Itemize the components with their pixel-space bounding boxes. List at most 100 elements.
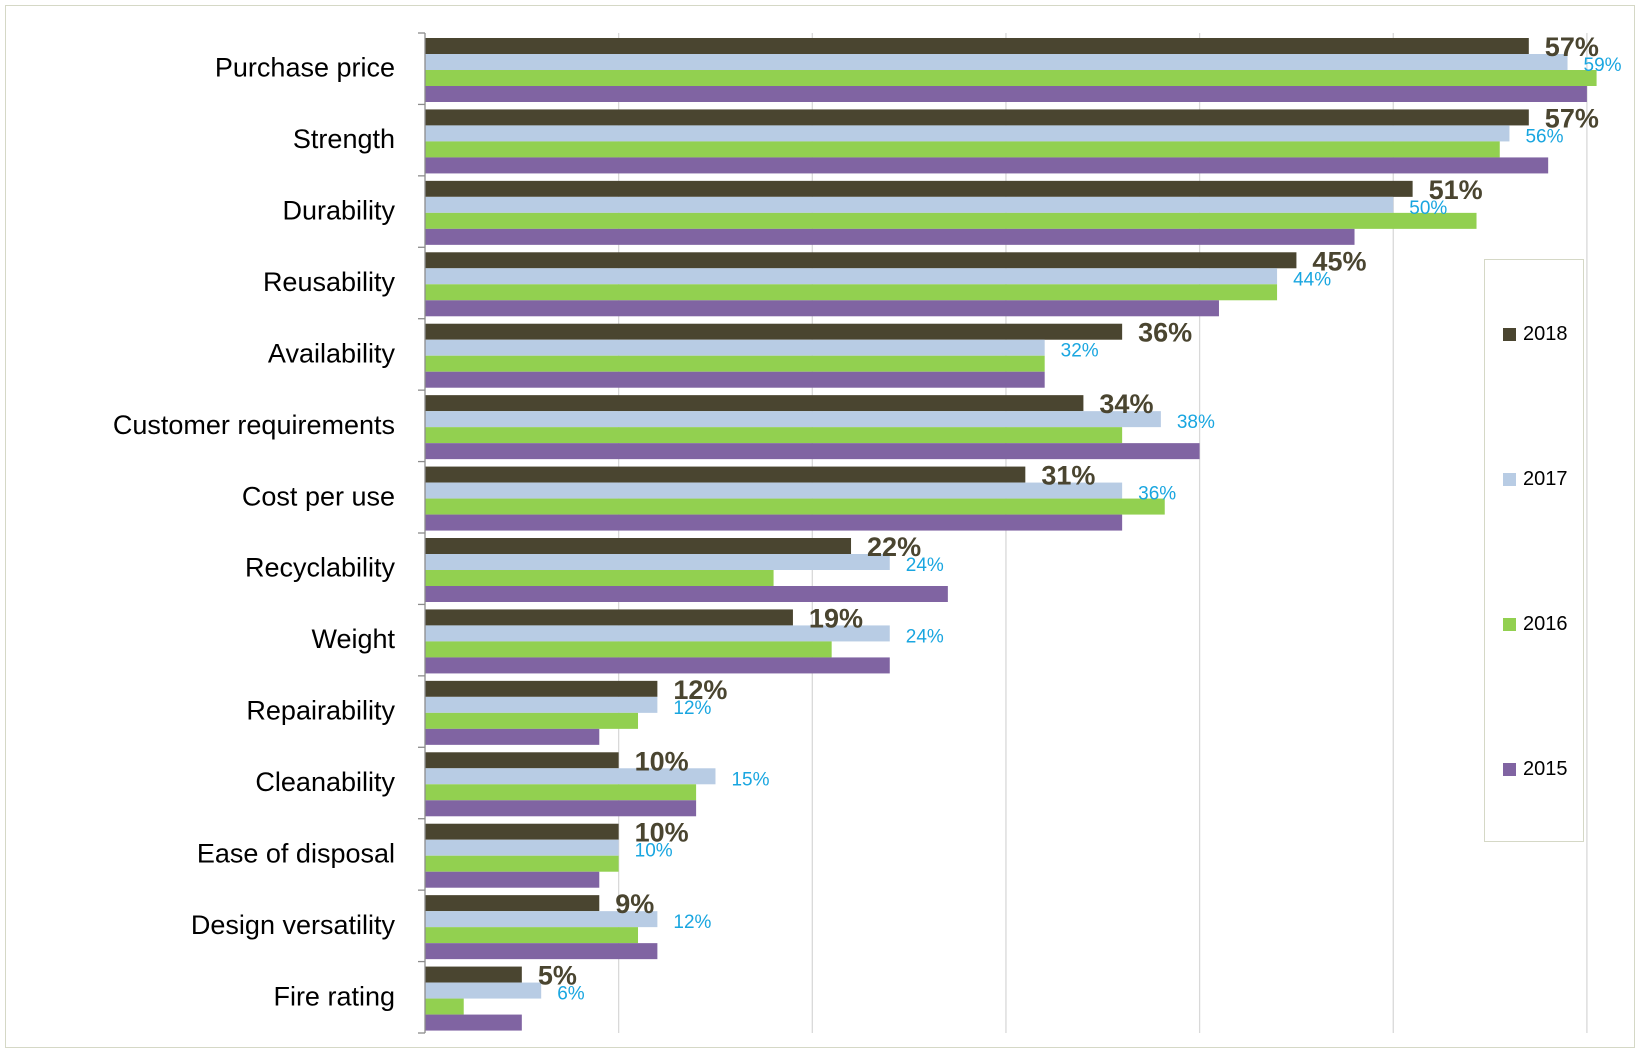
bar-2018-7: [425, 466, 1026, 483]
data-label-2017: 38%: [1177, 412, 1215, 433]
bar-2018-3: [425, 180, 1413, 197]
bar-2017-12: [425, 839, 619, 856]
bar-2017-9: [425, 625, 890, 642]
bar-2017-14: [425, 982, 542, 999]
data-label-2017: 36%: [1138, 484, 1176, 505]
bar-2017-11: [425, 768, 716, 785]
legend-item-2015: 2015: [1503, 757, 1568, 781]
data-label-2018: 22%: [867, 532, 921, 562]
legend-swatch: [1503, 327, 1516, 341]
category-label: Cost per use: [242, 481, 395, 511]
bar-2016-14: [425, 998, 464, 1015]
bar-2018-9: [425, 609, 793, 626]
bar-2016-1: [425, 70, 1597, 86]
bar-2017-4: [425, 268, 1278, 285]
data-label-2017: 24%: [906, 626, 944, 647]
bar-2016-13: [425, 927, 639, 944]
bar-2016-8: [425, 570, 774, 586]
bar-2018-12: [425, 823, 619, 840]
bar-2016-12: [425, 855, 619, 872]
legend-label: 2016: [1523, 612, 1568, 635]
bar-2016-4: [425, 284, 1278, 301]
bar-2015-9: [425, 657, 890, 674]
bar-2018-8: [425, 538, 852, 554]
data-label-2018: 57%: [1545, 32, 1599, 62]
bar-2015-2: [425, 157, 1549, 174]
data-label-2018: 9%: [615, 889, 654, 919]
data-label-2018: 57%: [1545, 103, 1599, 133]
category-label: Ease of disposal: [197, 838, 395, 868]
bar-2015-4: [425, 300, 1219, 317]
bars: [425, 38, 1597, 1031]
y-axis: [418, 32, 426, 1034]
data-label-2018: 10%: [635, 746, 689, 776]
category-label: Durability: [282, 196, 395, 226]
category-label: Weight: [311, 624, 395, 654]
legend: 2018 2017 2016 2015: [1484, 259, 1584, 842]
data-label-2017: 44%: [1293, 269, 1331, 290]
category-label: Repairability: [246, 696, 395, 726]
legend-label: 2018: [1523, 322, 1568, 345]
category-label: Availability: [268, 338, 396, 368]
bar-2016-9: [425, 641, 832, 658]
bar-2018-14: [425, 966, 522, 983]
bar-2017-1: [425, 54, 1568, 70]
bar-2015-14: [425, 1014, 522, 1031]
category-label: Recyclability: [245, 553, 396, 583]
bar-2016-11: [425, 784, 697, 801]
bar-2016-6: [425, 427, 1123, 444]
bar-2016-5: [425, 355, 1045, 372]
bar-2017-3: [425, 196, 1394, 213]
bar-2018-4: [425, 252, 1297, 269]
bar-2016-7: [425, 498, 1165, 515]
bar-2017-6: [425, 411, 1161, 428]
legend-item-2016: 2016: [1503, 612, 1568, 636]
data-label-2018: 31%: [1041, 461, 1095, 491]
bar-2015-1: [425, 86, 1587, 102]
data-label-2018: 19%: [809, 603, 863, 633]
bar-2016-10: [425, 712, 639, 729]
data-label-2017: 32%: [1061, 341, 1099, 362]
bar-2015-5: [425, 371, 1045, 388]
data-label-2017: 24%: [906, 555, 944, 576]
data-label-2017: 50%: [1409, 198, 1447, 219]
bar-2018-5: [425, 323, 1123, 340]
data-label-2017: 56%: [1525, 126, 1563, 147]
legend-swatch: [1503, 472, 1516, 486]
category-label: Reusability: [263, 267, 396, 297]
category-labels: Purchase price Strength Durability Reusabil…: [113, 53, 396, 1012]
bar-2015-10: [425, 728, 600, 745]
bar-2018-10: [425, 680, 658, 697]
category-label: Strength: [293, 124, 395, 154]
bar-2015-7: [425, 514, 1123, 531]
legend-swatch: [1503, 762, 1516, 776]
bar-2017-13: [425, 911, 658, 928]
data-label-2017: 59%: [1584, 55, 1622, 76]
bar-2017-2: [425, 125, 1510, 142]
chart-frame: [5, 5, 1635, 1048]
bar-2015-6: [425, 443, 1200, 460]
data-label-2018: 5%: [538, 961, 577, 991]
legend-swatch: [1503, 617, 1516, 631]
legend-label: 2015: [1523, 757, 1568, 780]
bar-2018-13: [425, 895, 600, 912]
bar-2018-11: [425, 752, 619, 769]
legend-item-2017: 2017: [1503, 467, 1568, 491]
bar-2016-2: [425, 141, 1500, 158]
category-label: Customer requirements: [113, 410, 395, 440]
data-label-2017: 15%: [731, 769, 769, 790]
bar-2017-8: [425, 554, 890, 570]
category-label: Purchase price: [215, 53, 395, 83]
bar-2015-8: [425, 586, 948, 602]
data-label-2018: 36%: [1138, 318, 1192, 348]
data-labels: 57%57%51%45%36%34%31%22%19%12%10%10%9%5%…: [538, 32, 1622, 1005]
data-label-2018: 51%: [1429, 175, 1483, 205]
bar-2015-3: [425, 228, 1355, 245]
legend-item-2018: 2018: [1503, 322, 1568, 346]
legend-label: 2017: [1523, 467, 1568, 490]
category-label: Fire rating: [273, 981, 395, 1011]
data-label-2017: 12%: [673, 912, 711, 933]
bar-2015-13: [425, 943, 658, 960]
data-label-2018: 34%: [1099, 389, 1153, 419]
